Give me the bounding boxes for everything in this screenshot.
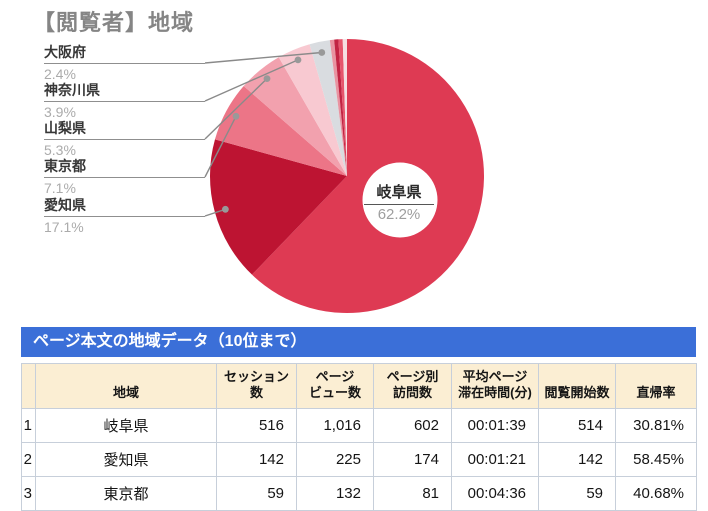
column-header-bounce_rate: 直帰率 (615, 363, 697, 409)
leader-dot-osaka (318, 49, 326, 56)
pie-callout-kanagawa: 神奈川県 3.9% (44, 82, 205, 120)
table-title-bar: ページ本文の地域データ（10位まで） (21, 327, 696, 357)
pie-center-label-pct: 62.2% (377, 206, 421, 223)
pie-callout-pct: 5.3% (44, 142, 76, 158)
leader-line-yamanashi (204, 78, 268, 140)
pie-slice-other-1 (329, 39, 347, 176)
table-row: 3 東京都 59 132 81 00:04:36 59 40.68% (21, 476, 697, 511)
cell-unique_visits: 602 (373, 408, 452, 443)
cell-entrances: 142 (538, 442, 616, 477)
pie-slice-osaka (309, 40, 347, 176)
pie-callout-osaka: 大阪府 2.4% (44, 44, 205, 82)
cell-pageviews: 225 (296, 442, 374, 477)
page-title: 【閲覧者】地域 (33, 10, 195, 35)
table-row: 1 岐阜県 516 1,016 602 00:01:39 514 30.81% (21, 408, 697, 443)
pie-slice-other-3 (338, 39, 347, 176)
cell-sessions: 59 (216, 476, 297, 511)
pie-callout-aichi: 愛知県 17.1% (44, 197, 205, 235)
column-header-avg_time: 平均ページ 滞在時間(分) (451, 363, 539, 409)
region-data-card: ページ本文の地域データ（10位まで） 地域 セッション数 ページ ビュー数 ページ別 … (21, 327, 697, 511)
column-header-region: 地域 (35, 363, 217, 409)
leader-dot-tokyo (232, 112, 240, 120)
cell-unique_visits: 174 (373, 442, 452, 477)
cell-region: 東京都 (35, 476, 217, 511)
pie-callout-name: 大阪府 (44, 44, 205, 64)
pie-callout-pct: 3.9% (44, 104, 76, 120)
pie-center-label: 岐阜県 62.2% (364, 185, 434, 223)
cell-avg_time: 00:04:36 (451, 476, 539, 511)
cell-entrances: 59 (538, 476, 616, 511)
pie-callout-name: 神奈川県 (44, 82, 205, 102)
leader-line-tokyo (204, 115, 237, 178)
pie-callout-pct: 2.4% (44, 66, 76, 82)
pie-svg (204, 39, 485, 313)
leader-dot-yamanashi (263, 75, 271, 82)
pie-slice-other-4 (342, 39, 347, 176)
cell-region: 愛知県 (35, 442, 217, 477)
pie-callout-name: 愛知県 (44, 197, 205, 217)
column-header-rank (21, 363, 36, 409)
cell-bounce_rate: 58.45% (615, 442, 697, 477)
cell-unique_visits: 81 (373, 476, 452, 511)
pie-slice-other-2 (334, 39, 347, 176)
cell-bounce_rate: 40.68% (615, 476, 697, 511)
pie-slice-tokyo (214, 86, 347, 176)
leader-line-aichi (204, 208, 226, 217)
pie-callout-name: 山梨県 (44, 120, 205, 140)
region-pie-chart: 大阪府 2.4% 神奈川県 3.9% 山梨県 5.3% 東京都 7.1% 愛知県 17.1% 岐阜… (44, 39, 485, 313)
cell-sessions: 142 (216, 442, 297, 477)
cell-avg_time: 00:01:21 (451, 442, 539, 477)
leader-dot-kanagawa (294, 56, 302, 64)
pie-callout-pct: 17.1% (44, 219, 84, 235)
cell-pageviews: 132 (296, 476, 374, 511)
column-header-pageviews: ページ ビュー数 (296, 363, 374, 409)
cell-sessions: 516 (216, 408, 297, 443)
cell-pageviews: 1,016 (296, 408, 374, 443)
leader-dot-aichi (222, 205, 229, 213)
pie-callout-yamanashi: 山梨県 5.3% (44, 120, 205, 158)
cell-rank: 1 (21, 408, 36, 443)
leader-line-osaka (204, 51, 322, 64)
cell-region: 岐阜県 (35, 408, 217, 443)
table-row: 2 愛知県 142 225 174 00:01:21 142 58.45% (21, 442, 697, 477)
column-header-unique_visits: ページ別 訪問数 (373, 363, 452, 409)
table-header-row: 地域 セッション数 ページ ビュー数 ページ別 訪問数 平均ページ 滞在時間(分) 閲覧開… (21, 363, 697, 409)
column-header-entrances: 閲覧開始数 (538, 363, 616, 409)
pie-slice-yamanashi (243, 57, 347, 176)
pie-center-bubble (362, 162, 438, 238)
pie-callout-name: 東京都 (44, 158, 205, 178)
pie-slice-kanagawa (278, 44, 347, 177)
leader-line-kanagawa (204, 59, 299, 102)
column-header-sessions: セッション数 (216, 363, 297, 409)
cell-avg_time: 00:01:39 (451, 408, 539, 443)
cell-rank: 2 (21, 442, 36, 477)
cell-bounce_rate: 30.81% (615, 408, 697, 443)
cell-rank: 3 (21, 476, 36, 511)
pie-callout-pct: 7.1% (44, 180, 76, 196)
region-data-table: 地域 セッション数 ページ ビュー数 ページ別 訪問数 平均ページ 滞在時間(分) 閲覧開… (21, 363, 697, 511)
pie-center-label-name: 岐阜県 (364, 185, 434, 205)
cell-entrances: 514 (538, 408, 616, 443)
pie-slice-gifu (251, 39, 485, 313)
pie-slice-aichi (209, 139, 347, 275)
pie-callout-tokyo: 東京都 7.1% (44, 158, 205, 196)
